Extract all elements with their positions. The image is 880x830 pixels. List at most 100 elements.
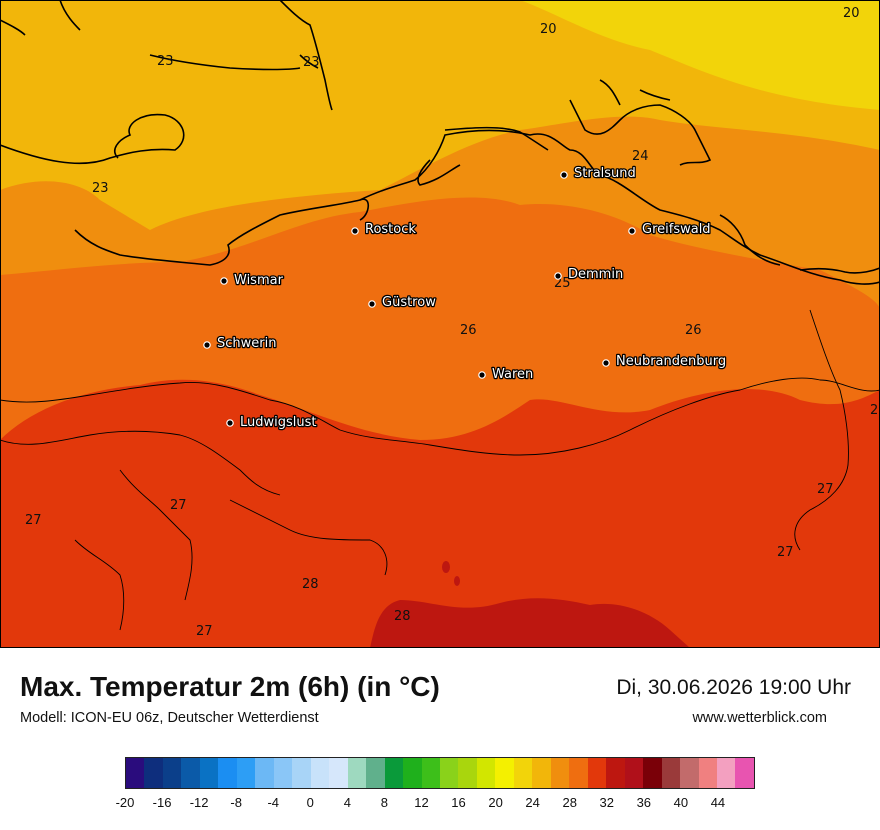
colorbar-tick-label: 24 (525, 795, 540, 810)
city-dot (554, 272, 562, 280)
contour-labels: 20 20 23 23 23 24 25 26 26 27 27 27 27 2… (25, 6, 878, 639)
colorbar-segment (273, 758, 293, 788)
city-label: Stralsund (574, 166, 636, 181)
colorbar-tick-label: 8 (380, 795, 389, 810)
colorbar-segment (624, 758, 644, 788)
colorbar-segment (550, 758, 570, 788)
city-rostock: Rostock (351, 221, 418, 238)
colorbar-segment (126, 758, 145, 788)
contour-label: 27 (25, 513, 42, 528)
colorbar-tick-label: 36 (636, 795, 652, 810)
colorbar-segment (735, 758, 754, 788)
city-dot (220, 277, 228, 285)
coastline (0, 0, 880, 285)
city-markers: Stralsund Rostock Greifswald Wismar Demm… (203, 165, 727, 431)
colorbar-tick-label: 0 (306, 795, 314, 810)
colorbar-segment (181, 758, 200, 788)
colorbar-tick-label: 40 (673, 795, 689, 810)
city-demmin: Demmin (554, 266, 624, 283)
colorbar-tick-label: 28 (562, 795, 577, 810)
temperature-map: 20 20 23 23 23 24 25 26 26 27 27 27 27 2… (0, 0, 880, 648)
contour-label: 20 (843, 6, 860, 21)
contour-label: 27 (817, 482, 834, 497)
field-28-spot (454, 576, 460, 586)
city-dot (602, 359, 610, 367)
city-waren: Waren (478, 366, 535, 383)
colorbar-segment (661, 758, 681, 788)
colorbar-segment (199, 758, 219, 788)
chart-title: Max. Temperatur 2m (6h) (in °C) (20, 671, 440, 702)
colorbar-segment (255, 758, 274, 788)
city-label: Waren (492, 367, 533, 382)
colorbar-tick-label: -4 (267, 795, 280, 810)
colorbar-segment (606, 758, 625, 788)
colorbar-tick-label: -20 (115, 795, 135, 810)
city-label: Schwerin (217, 336, 276, 351)
city-dot (368, 300, 376, 308)
model-info: Modell: ICON-EU 06z, Deutscher Wetterdie… (20, 710, 319, 726)
colorbar-segment (513, 758, 533, 788)
field-27 (0, 379, 880, 648)
city-schwerin: Schwerin (203, 335, 278, 352)
colorbar-segment (680, 758, 699, 788)
city-wismar: Wismar (220, 272, 285, 289)
colorbar-tick-label: 16 (451, 795, 466, 810)
contour-label: 27 (170, 498, 187, 513)
colorbar-segment (476, 758, 496, 788)
colorbar-tick-labels: -20 -16 -12 -8 -4 0 4 8 12 16 20 24 28 32 36 40 44 (0, 795, 880, 815)
contour-label: 20 (540, 22, 557, 37)
state-borders (0, 309, 880, 631)
city-neubrandenburg: Neubrandenburg (602, 353, 727, 370)
colorbar-tick-label: -12 (189, 795, 209, 810)
city-dot (560, 171, 568, 179)
colorbar-tick-label: -16 (152, 795, 172, 810)
contour-label: 23 (303, 55, 320, 70)
city-label: Wismar (234, 273, 284, 288)
colorbar-tick-label: -8 (230, 795, 242, 810)
colorbar-tick-label: 32 (599, 795, 614, 810)
map-svg: 20 20 23 23 23 24 25 26 26 27 27 27 27 2… (0, 0, 880, 648)
colorbar-segment (532, 758, 551, 788)
contour-label: 23 (157, 54, 174, 69)
colorbar-segment (384, 758, 404, 788)
contour-label: 26 (685, 323, 702, 338)
colorbar-segment (421, 758, 440, 788)
contour-label: 28 (394, 609, 411, 624)
colorbar-segment (587, 758, 607, 788)
colorbar-segment (144, 758, 163, 788)
city-dot (351, 227, 359, 235)
colorbar-segment (458, 758, 477, 788)
colorbar-segment (717, 758, 736, 788)
city-label: Güstrow (382, 295, 436, 310)
city-dot (478, 371, 486, 379)
colorbar-segment (495, 758, 514, 788)
colorbar-segment (162, 758, 182, 788)
contour-label: 23 (92, 181, 109, 196)
city-dot (226, 419, 234, 427)
city-dot (203, 341, 211, 349)
city-label: Demmin (568, 267, 623, 282)
colorbar-segment (366, 758, 385, 788)
city-label: Greifswald (642, 222, 711, 237)
colorbar-segment (329, 758, 348, 788)
colorbar-segment (310, 758, 330, 788)
contour-label: 27 (196, 624, 213, 639)
contour-label: 27 (777, 545, 794, 560)
field-28 (370, 598, 690, 648)
colorbar-segment (236, 758, 256, 788)
colorbar-segment (643, 758, 662, 788)
city-stralsund: Stralsund (560, 165, 637, 182)
field-28-spot (442, 561, 450, 573)
colorbar-segment (347, 758, 367, 788)
colorbar-segment (569, 758, 588, 788)
city-greifswald: Greifswald (628, 221, 712, 238)
city-ludwigslust: Ludwigslust (226, 414, 318, 431)
colorbar-segment (403, 758, 422, 788)
city-dot (628, 227, 636, 235)
colorbar-tick-label: 20 (488, 795, 503, 810)
colorbar-tick-label: 44 (710, 795, 726, 810)
website-link[interactable]: www.wetterblick.com (692, 710, 827, 726)
colorbar-segment (292, 758, 311, 788)
city-label: Rostock (365, 222, 416, 237)
colorbar (125, 757, 755, 789)
